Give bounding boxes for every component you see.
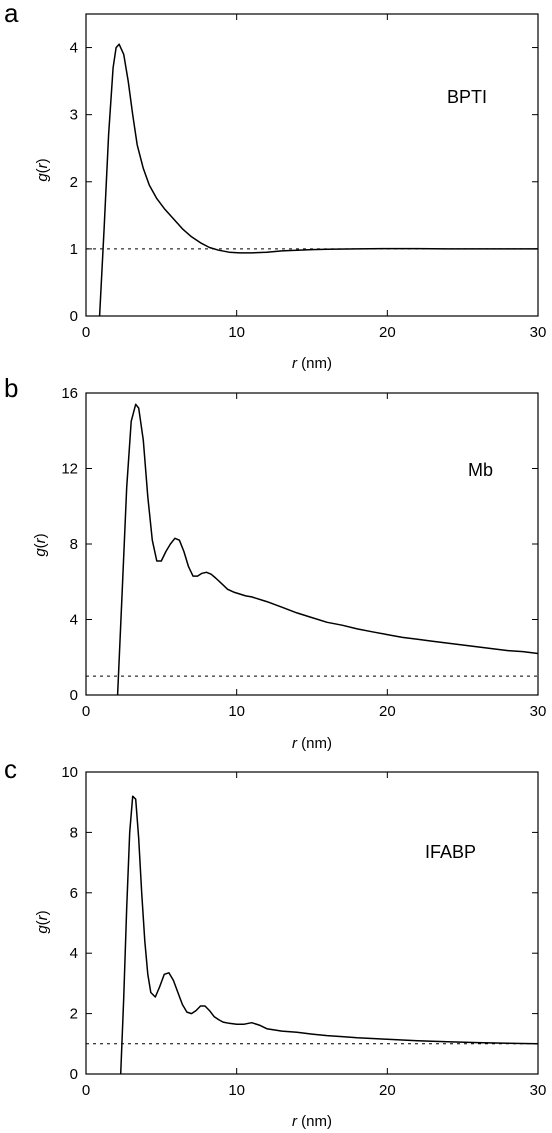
x-tick-label: 10 (228, 1082, 245, 1099)
series-line (116, 403, 539, 696)
x-tick-label: 0 (82, 1082, 90, 1099)
panel-b: b Mb r (nm) g(r) 0 10 20 30 0 4 8 12 16 (4, 373, 546, 752)
protein-label: IFABP (425, 842, 476, 862)
x-tick-label: 0 (82, 703, 90, 720)
x-tick-label: 0 (82, 324, 90, 341)
y-tick-label: 4 (70, 945, 78, 962)
plot-frame (85, 771, 539, 1075)
y-tick-label: 8 (70, 824, 78, 841)
y-tick-label: 1 (70, 241, 78, 258)
y-axis-label: g(r) (34, 158, 51, 181)
plot-frame (85, 13, 539, 317)
y-axis-label: g(r) (34, 910, 51, 933)
x-tick-label: 30 (530, 703, 547, 720)
y-tick-label: 0 (70, 687, 78, 704)
panel-c: c IFABP r (nm) g(r) 0 10 20 30 0 2 4 6 8 10 (4, 754, 546, 1130)
y-tick-label: 0 (70, 1066, 78, 1083)
x-axis-label: r (nm) (292, 1113, 332, 1130)
y-tick-label: 12 (61, 461, 78, 478)
y-tick-label: 16 (61, 385, 78, 402)
y-tick-label: 10 (61, 764, 78, 781)
panel-letter: c (4, 754, 17, 784)
x-tick-label: 10 (228, 703, 245, 720)
x-tick-label: 20 (379, 703, 396, 720)
x-axis-label: r (nm) (292, 735, 332, 752)
x-tick-label: 20 (379, 1082, 396, 1099)
y-tick-label: 6 (70, 885, 78, 902)
y-tick-label: 2 (70, 174, 78, 191)
y-tick-label: 4 (70, 40, 78, 57)
series-line (119, 795, 539, 1075)
x-tick-label: 10 (228, 324, 245, 341)
series-line (98, 43, 538, 317)
y-tick-label: 3 (70, 107, 78, 124)
y-tick-label: 2 (70, 1006, 78, 1023)
y-axis-label: g(r) (32, 533, 49, 556)
y-tick-label: 8 (70, 536, 78, 553)
protein-label: Mb (468, 460, 493, 480)
y-tick-label: 4 (70, 612, 78, 629)
panel-a: a BPTI r (nm) g(r) 0 10 20 30 0 1 2 3 4 (4, 0, 546, 372)
y-tick-label: 0 (70, 308, 78, 325)
protein-label: BPTI (447, 87, 487, 107)
x-tick-label: 30 (530, 324, 547, 341)
x-tick-label: 20 (379, 324, 396, 341)
x-tick-label: 30 (530, 1082, 547, 1099)
x-axis-label: r (nm) (292, 355, 332, 372)
panel-letter: a (4, 0, 19, 28)
panel-letter: b (4, 373, 18, 403)
